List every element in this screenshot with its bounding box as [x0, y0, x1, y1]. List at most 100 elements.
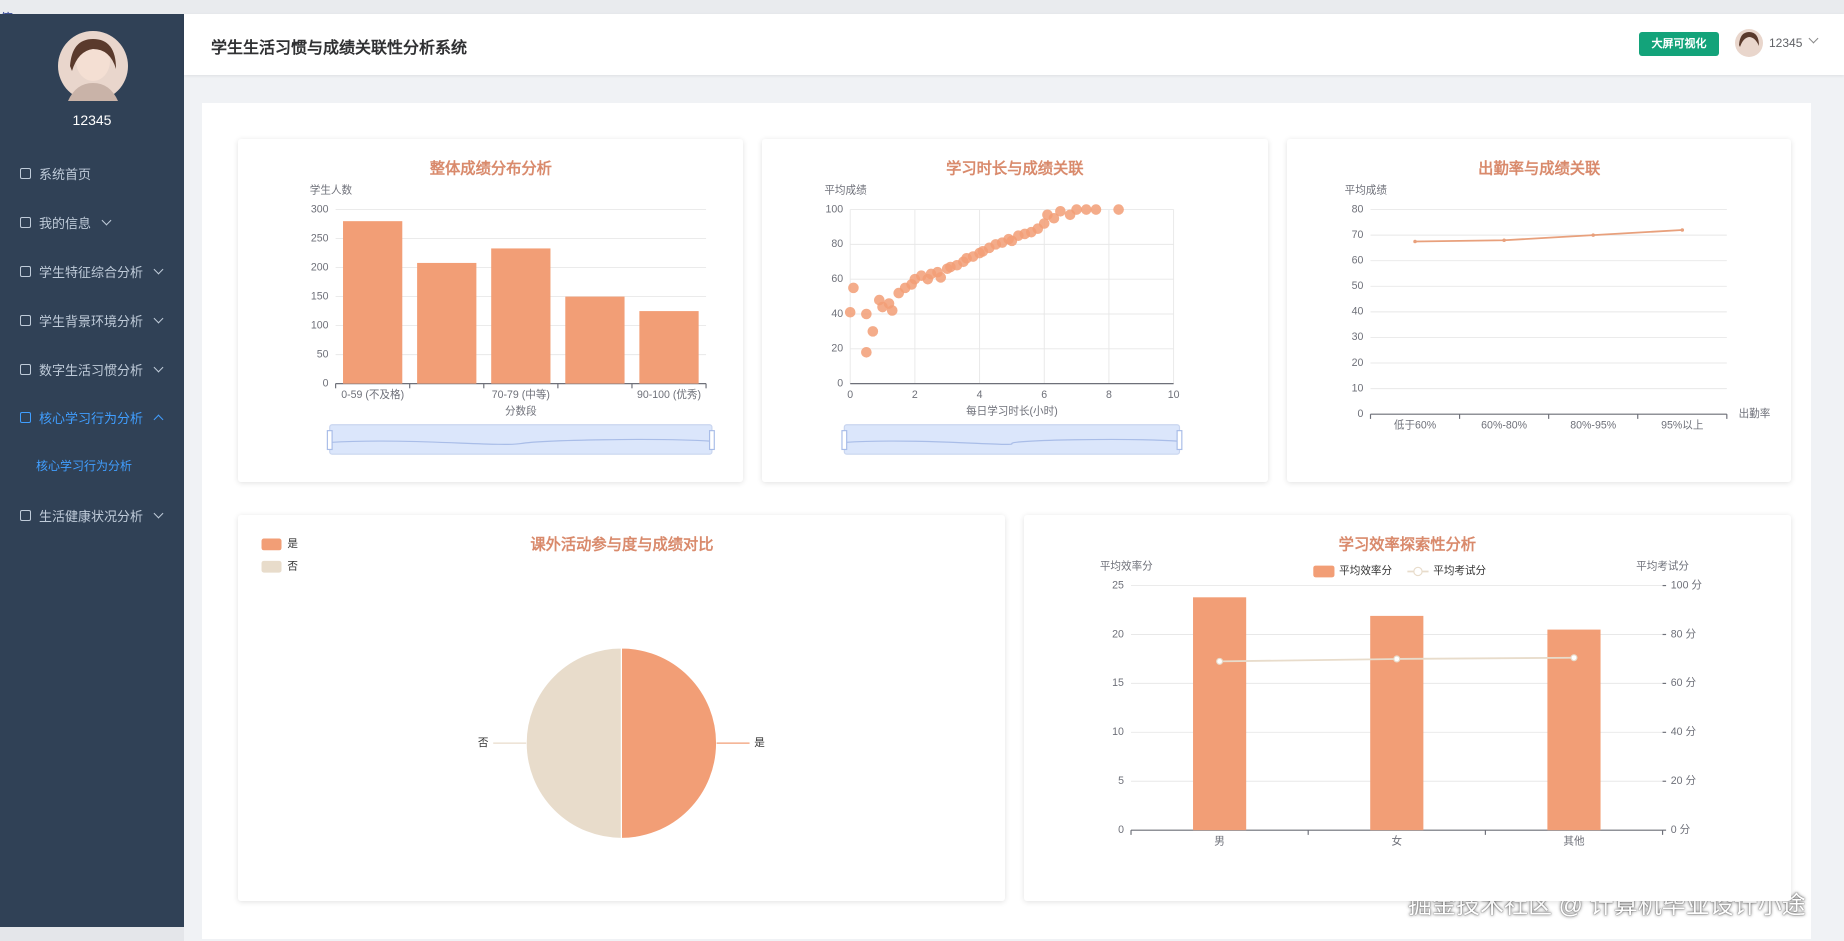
scatter-point — [1055, 205, 1066, 217]
chart-title: 整体成绩分布分析 — [429, 159, 551, 177]
menu-icon — [20, 168, 31, 179]
menu-item[interactable]: 核心学习行为分析 — [20, 408, 164, 427]
scatter-point — [1071, 204, 1082, 215]
zoom-slider-preview — [844, 438, 1180, 445]
x-tick-label: 男 — [1215, 836, 1226, 848]
y2-tick-label: 40 分 — [1671, 726, 1697, 738]
legend-swatch — [1413, 566, 1423, 577]
y-tick-label: 5 — [1118, 775, 1124, 787]
x-tick-label: 90-100 (优秀) — [637, 388, 701, 401]
chevron — [1808, 33, 1819, 44]
chart-title: 学习效率探索性分析 — [1339, 536, 1476, 554]
x-tick-label: 0 — [847, 389, 853, 401]
menu-label: 学生背景环境分析 — [39, 314, 144, 329]
line — [1414, 228, 1682, 243]
chart: 出勤率与成绩关联 0 10 20 30 40 50 60 70 80 低于60% 60%-80% 80%… — [1344, 159, 1770, 432]
y-tick-label: 40 — [831, 308, 843, 320]
header-username[interactable]: 12345 — [1769, 36, 1803, 50]
legend-label: 平均考试分 — [1434, 565, 1487, 577]
chart-title: 课外活动参与度与成绩对比 — [530, 536, 713, 554]
scatter-point — [1113, 204, 1124, 215]
menu-item[interactable]: 生活健康状况分析 — [20, 506, 164, 525]
y-tick-label: 150 — [310, 290, 328, 302]
menu-icon — [20, 364, 31, 375]
x-tick-label: 4 — [977, 389, 983, 401]
scatter-point — [1081, 204, 1092, 215]
bar — [416, 262, 476, 384]
screen-button[interactable]: 大屏可视化 — [1639, 32, 1719, 56]
menu-item[interactable]: 学生特征综合分析 — [20, 262, 164, 281]
menu-label: 系统首页 — [39, 167, 92, 182]
bar — [1370, 615, 1424, 831]
line-point — [1412, 239, 1417, 244]
chart-card: 整体成绩分布分析 0 50 100 150 200 250 300 0-59 (不及格) 70-7… — [237, 138, 744, 483]
menu-icon — [20, 510, 31, 521]
x-axis-label: 出勤率 — [1738, 407, 1770, 420]
y-tick-label: 80 — [1351, 203, 1363, 215]
y-tick-label: 250 — [310, 232, 328, 244]
x-tick-label: 95%以上 — [1661, 420, 1704, 432]
y-axis-label: 平均成绩 — [824, 183, 867, 196]
menu-icon — [20, 266, 31, 277]
line-point — [1570, 654, 1578, 662]
x-tick-label: 70-79 (中等) — [491, 388, 549, 401]
menu-item[interactable]: 系统首页 — [20, 164, 91, 183]
menu-label: 数字生活习惯分析 — [39, 363, 144, 378]
scatter-point — [861, 308, 872, 320]
y-tick-label: 10 — [1351, 382, 1363, 394]
zoom-handle[interactable] — [326, 429, 333, 450]
sidebar-username: 12345 — [72, 112, 112, 128]
header-title: 学生生活习惯与成绩关联性分析系统 — [211, 40, 468, 57]
bar — [564, 296, 625, 384]
menu-item[interactable]: 学生背景环境分析 — [20, 311, 164, 330]
legend-swatch — [1313, 565, 1335, 578]
menu-item[interactable]: 数字生活习惯分析 — [20, 360, 164, 379]
header-avatar[interactable] — [1735, 29, 1763, 57]
legend-swatch — [261, 560, 282, 573]
bar — [1547, 629, 1601, 831]
scatter-point — [848, 282, 859, 293]
line-point — [1590, 233, 1595, 237]
slice-label: 是 — [754, 737, 765, 749]
line-point — [1393, 655, 1401, 663]
menu-icon — [20, 217, 31, 228]
scatter-point — [935, 271, 947, 283]
menu-label: 学生特征综合分析 — [39, 265, 144, 280]
zoom-handle[interactable] — [841, 429, 848, 450]
chevron — [153, 414, 164, 425]
y-tick-label: 60 — [831, 273, 843, 285]
chevron — [101, 215, 112, 226]
y-axis-label: 学生人数 — [309, 183, 352, 196]
pie-slice — [620, 647, 717, 840]
x-axis-label: 每日学习时长(小时) — [966, 404, 1058, 417]
scatter-point — [1048, 212, 1060, 224]
legend-label: 平均效率分 — [1339, 564, 1392, 577]
x-tick-label: 60%-80% — [1481, 420, 1527, 432]
y2-tick-label: 100 分 — [1671, 579, 1703, 591]
x-tick-label: 0-59 (不及格) — [341, 388, 404, 401]
zoom-handle[interactable] — [708, 429, 715, 450]
y-tick-label: 20 — [831, 342, 843, 354]
menu-icon — [20, 412, 31, 423]
bar — [638, 310, 699, 384]
chart: 学习时长与成绩关联 0 20 40 60 80 100 0 2 4 6 8 10 平均成绩每日学习时长(小… — [824, 159, 1183, 455]
scrollbar — [0, 927, 184, 941]
y-tick-label: 20 — [1112, 628, 1124, 640]
menu-icon — [20, 315, 31, 326]
chart-title: 出勤率与成绩关联 — [1478, 159, 1601, 177]
avatar[interactable] — [58, 31, 128, 101]
submenu-item[interactable]: 核心学习行为分析 — [36, 457, 132, 474]
legend-label: 是 — [287, 538, 298, 550]
chevron — [153, 362, 164, 373]
y2-tick-label: 60 分 — [1671, 677, 1697, 689]
scatter-point — [867, 325, 879, 337]
menu-item[interactable]: 我的信息 — [20, 213, 112, 232]
y2-tick-label: 20 分 — [1671, 775, 1697, 787]
y-tick-label: 0 — [837, 377, 843, 389]
zoom-handle[interactable] — [1176, 429, 1183, 450]
scatter-point — [1090, 204, 1102, 215]
zoom-slider-preview — [329, 438, 712, 445]
y-tick-label: 100 — [826, 203, 844, 215]
menu-label: 生活健康状况分析 — [39, 509, 144, 524]
